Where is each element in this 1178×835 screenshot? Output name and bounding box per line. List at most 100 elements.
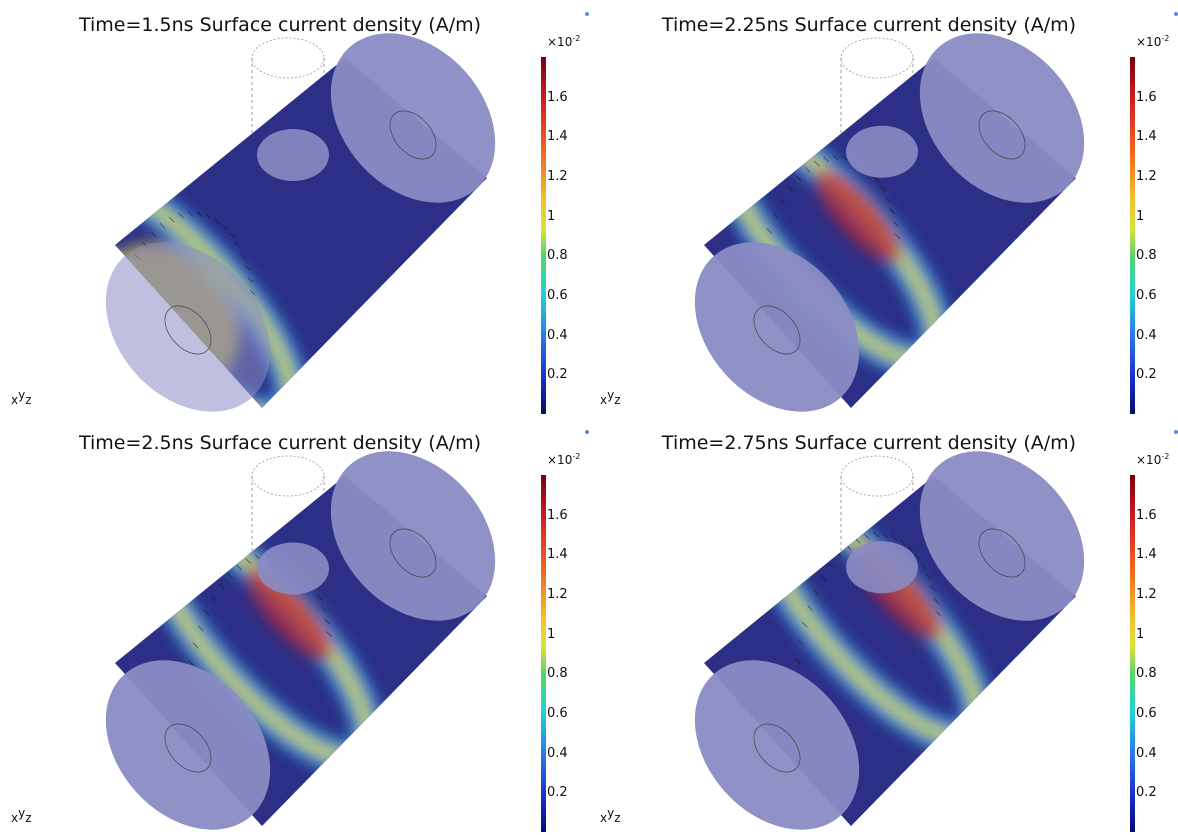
colorbar-tick-label: 0.8: [1136, 666, 1157, 682]
cylinder-scene: [105, 33, 496, 412]
colorbar-tick-label: 0.6: [1136, 706, 1157, 721]
colorbar-tick-label: 0.4: [1136, 745, 1157, 761]
panel-title: Time=2.25ns Surface current density (A/m…: [661, 14, 1077, 36]
end-cap-right: [919, 451, 1085, 621]
axis-label-z: z: [614, 393, 621, 407]
colorbar-gradient: [541, 475, 546, 832]
port-hole: [846, 125, 918, 178]
panel-title: Time=2.5ns Surface current density (A/m): [78, 432, 482, 454]
end-cap-right: [919, 33, 1085, 203]
axis-label-z: z: [614, 811, 621, 825]
colorbar-tick-label: 1.2: [1136, 169, 1157, 184]
colorbar-tick-label: 0.4: [547, 745, 568, 761]
colorbar-tick-label: 0.2: [1136, 785, 1157, 801]
axis-label-x: x: [11, 811, 19, 825]
colorbar-tick-label: 0.8: [1136, 248, 1157, 264]
multiplier-exponent: -2: [572, 452, 581, 461]
coax-pipe: [840, 455, 914, 618]
colorbar-tick-label: 1.6: [1136, 507, 1157, 523]
colorbar-gradient: [541, 57, 546, 414]
multiplier-base: ×10: [547, 453, 573, 467]
colorbar-tick-label: 1: [547, 208, 556, 224]
port-hole: [257, 542, 329, 595]
port-hole: [846, 541, 918, 594]
colorbar: ×10-2 1.6 1.4 1.2 1 0.8 0.6 0.4 0.2: [535, 34, 589, 417]
plot-panel: Time=2.5ns Surface current density (A/m)…: [0, 418, 589, 835]
colorbar-tick-label: 0.6: [547, 706, 568, 721]
colorbar-tick-label: 1: [1136, 626, 1145, 642]
axis-label-x: x: [11, 393, 19, 407]
colorbar-tick-label: 1: [547, 626, 556, 642]
plot-panel: Time=2.25ns Surface current density (A/m…: [589, 0, 1178, 417]
axis-label-y: y: [18, 388, 26, 402]
axis-triad: xyz: [11, 388, 32, 407]
multiplier-base: ×10: [547, 35, 573, 49]
colorbar-tick-label: 0.8: [547, 248, 568, 264]
axis-label-y: y: [607, 806, 615, 820]
corner-marker-icon: [585, 12, 589, 16]
colorbar-tick-label: 1.4: [1136, 547, 1157, 563]
multiplier-base: ×10: [1136, 453, 1162, 467]
colorbar-tick-label: 0.6: [1136, 288, 1157, 303]
colorbar-multiplier: ×10-2: [547, 34, 580, 49]
end-cap-left: [105, 660, 271, 830]
plot-panel: Time=2.75ns Surface current density (A/m…: [589, 418, 1178, 835]
colorbar-tick-label: 1.6: [547, 89, 568, 105]
end-cap-left: [105, 242, 271, 412]
panel-title: Time=1.5ns Surface current density (A/m): [78, 14, 482, 36]
colorbar-multiplier: ×10-2: [1136, 452, 1169, 467]
colorbar-tick-label: 0.6: [547, 288, 568, 303]
axis-label-x: x: [600, 811, 608, 825]
axis-triad: xyz: [11, 806, 32, 825]
colorbar-tick-label: 1.6: [547, 507, 568, 523]
axis-label-z: z: [25, 393, 32, 407]
multiplier-exponent: -2: [1161, 452, 1170, 461]
axis-label-y: y: [18, 806, 26, 820]
colorbar: ×10-2 1.6 1.4 1.2 1 0.8 0.6 0.4 0.2: [535, 452, 589, 835]
panel-title: Time=2.75ns Surface current density (A/m…: [661, 432, 1077, 454]
colorbar: ×10-2 1.6 1.4 1.2 1 0.8 0.6 0.4 0.2: [1124, 34, 1178, 417]
colorbar-multiplier: ×10-2: [547, 452, 580, 467]
colorbar-tick-label: 0.2: [547, 785, 568, 801]
axis-triad: xyz: [600, 388, 621, 407]
axis-label-z: z: [25, 811, 32, 825]
corner-marker-icon: [1174, 12, 1178, 16]
axis-triad: xyz: [600, 806, 621, 825]
colorbar-multiplier: ×10-2: [1136, 34, 1169, 49]
corner-marker-icon: [1174, 430, 1178, 434]
port-hole: [257, 129, 329, 181]
cylinder-scene: [105, 451, 496, 830]
colorbar-tick-label: 0.2: [1136, 367, 1157, 383]
colorbar-tick-label: 0.2: [547, 367, 568, 383]
colorbar: ×10-2 1.6 1.4 1.2 1 0.8 0.6 0.4 0.2: [1124, 452, 1178, 835]
cylinder-scene: [694, 33, 1085, 412]
colorbar-tick-label: 0.4: [547, 327, 568, 343]
axis-label-x: x: [600, 393, 608, 407]
colorbar-tick-label: 1.2: [547, 169, 568, 184]
end-cap-left: [694, 660, 860, 830]
end-cap-left: [694, 242, 860, 412]
colorbar-gradient: [1130, 57, 1135, 414]
colorbar-tick-label: 1.4: [547, 547, 568, 563]
colorbar-tick-label: 1.2: [547, 587, 568, 602]
colorbar-tick-label: 1: [1136, 208, 1145, 224]
coax-pipe: [251, 455, 325, 618]
colorbar-tick-label: 1.6: [1136, 89, 1157, 105]
colorbar-tick-label: 1.4: [1136, 129, 1157, 145]
cylinder-scene: [694, 451, 1085, 830]
coax-pipe: [840, 37, 914, 200]
plot-panel: Time=1.5ns Surface current density (A/m)…: [0, 0, 589, 417]
corner-marker-icon: [585, 430, 589, 434]
multiplier-exponent: -2: [1161, 34, 1170, 43]
axis-label-y: y: [607, 388, 615, 402]
multiplier-base: ×10: [1136, 35, 1162, 49]
end-cap-right: [330, 451, 496, 621]
colorbar-tick-label: 0.4: [1136, 327, 1157, 343]
multiplier-exponent: -2: [572, 34, 581, 43]
colorbar-tick-label: 1.2: [1136, 587, 1157, 602]
colorbar-tick-label: 1.4: [547, 129, 568, 145]
coax-pipe: [251, 37, 325, 200]
end-cap-right: [330, 33, 496, 203]
colorbar-gradient: [1130, 475, 1135, 832]
